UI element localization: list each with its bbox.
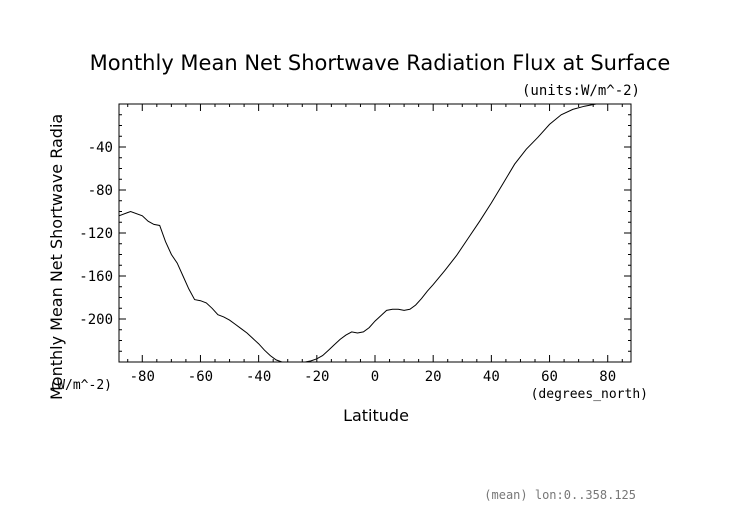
y-tick-label: -40	[88, 140, 113, 156]
y-axis-label: Monthly Mean Net Shortwave Radia	[47, 114, 66, 400]
x-tick-label: -40	[246, 369, 271, 385]
y-tick-label: -80	[88, 183, 113, 199]
plot-frame	[118, 103, 632, 363]
x-tick-label: -80	[130, 369, 155, 385]
x-tick-label: 0	[371, 369, 379, 385]
x-axis-units: (degrees_north)	[531, 387, 648, 402]
x-tick-label: 80	[599, 369, 616, 385]
y-tick-label: -200	[79, 312, 113, 328]
x-tick-label: -20	[304, 369, 329, 385]
x-tick-label: 40	[483, 369, 500, 385]
footer-note: (mean) lon:0..358.125	[484, 488, 636, 502]
y-axis-units: (W/m^-2)	[49, 378, 112, 393]
units-label: (units:W/m^-2)	[522, 83, 640, 99]
x-tick-label: 60	[541, 369, 558, 385]
chart-title: Monthly Mean Net Shortwave Radiation Flu…	[90, 51, 671, 75]
y-tick-label: -160	[79, 269, 113, 285]
y-tick-label: -120	[79, 226, 113, 242]
series-line	[118, 103, 631, 363]
x-tick-label: 20	[425, 369, 442, 385]
x-tick-label: -60	[188, 369, 213, 385]
x-axis-label: Latitude	[343, 406, 409, 425]
